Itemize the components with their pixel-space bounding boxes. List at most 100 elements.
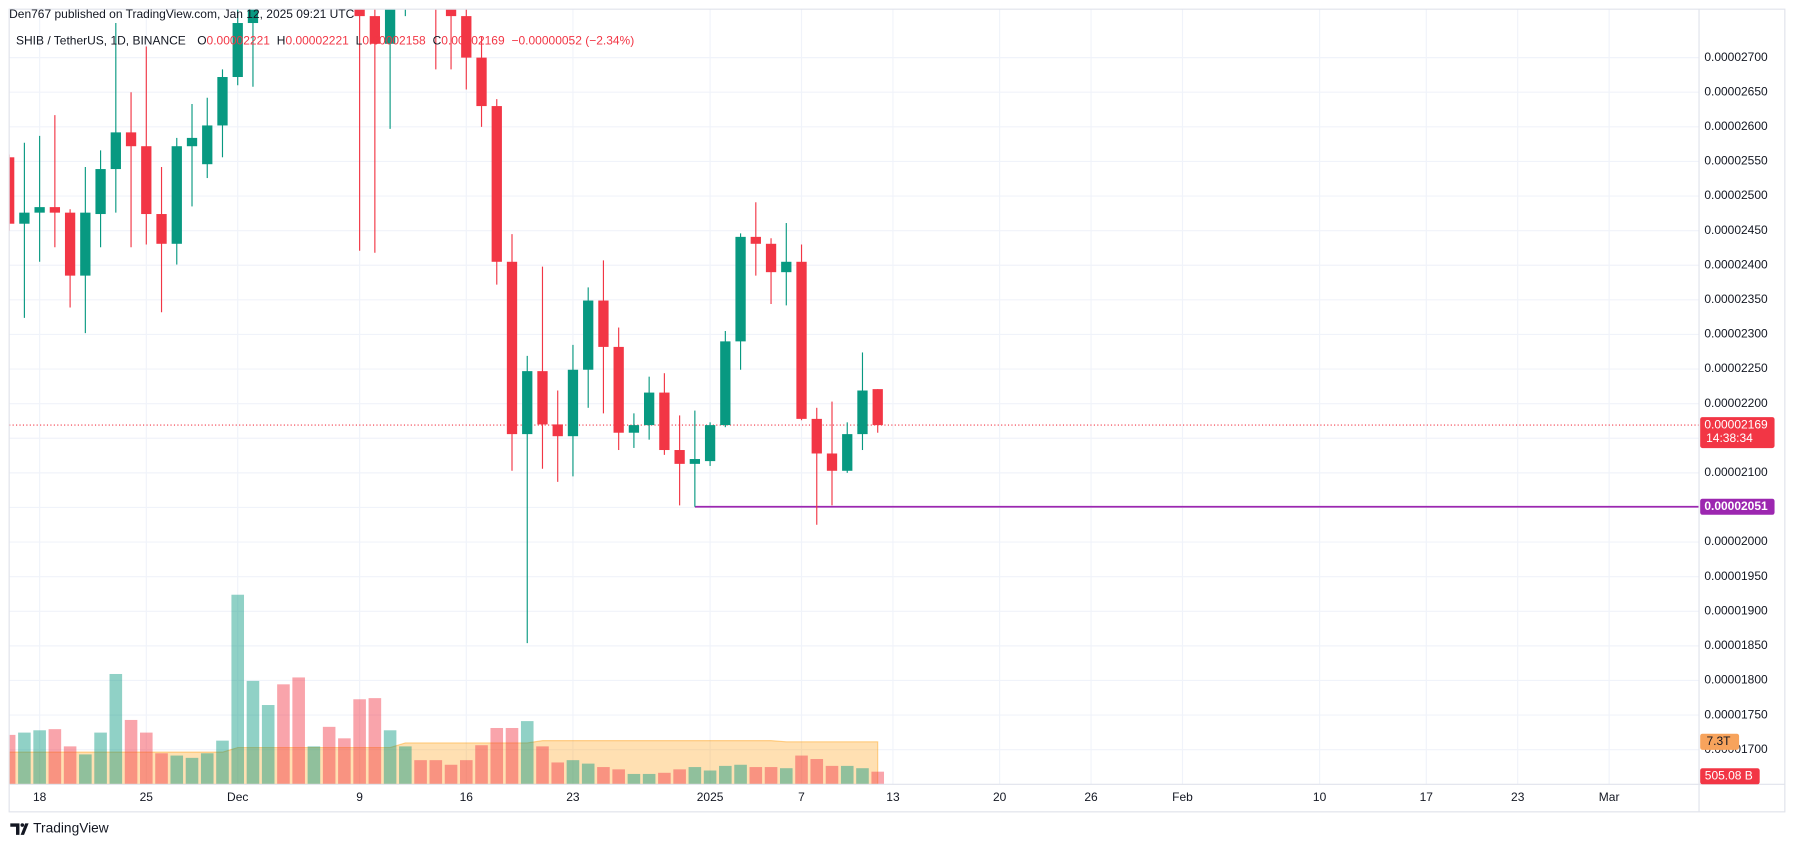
y-tick-label: 0.00001800 (1704, 673, 1768, 687)
volume-bar (810, 759, 824, 785)
candles (9, 9, 1700, 644)
x-tick-label: 23 (566, 790, 580, 804)
volume-bar (551, 762, 565, 785)
candle-body (537, 371, 548, 425)
volume-bar (48, 729, 62, 785)
volume-bar (429, 760, 443, 785)
volume-bar (856, 768, 869, 785)
legend-header: SHIB / TetherUS, 1D, BINANCE O0.00002221 H… (16, 33, 634, 47)
candle-body (476, 57, 487, 107)
volume-bar (261, 705, 275, 785)
volume-bar (353, 699, 366, 785)
volume-bar (795, 755, 808, 785)
x-tick-label: 16 (460, 790, 474, 804)
candle-body (872, 389, 883, 426)
volume-bar (200, 753, 214, 785)
candle-body (643, 392, 655, 426)
volume-bar (475, 745, 488, 785)
candle-body (735, 236, 746, 342)
x-tick-label: 26 (1084, 790, 1098, 804)
y-tick-label: 0.00002000 (1704, 534, 1768, 548)
y-tick-label: 0.00002450 (1704, 223, 1768, 237)
y-tick-label: 0.00002100 (1704, 465, 1768, 479)
volume-bar (658, 772, 671, 785)
y-tick-label: 0.00001750 (1704, 707, 1768, 721)
volume-bar (566, 760, 580, 785)
y-tick-label: 0.00002400 (1704, 257, 1768, 271)
y-tick-label: 0.00001950 (1704, 569, 1768, 583)
volume-bar (642, 773, 656, 785)
volume-bar (18, 732, 31, 785)
candle-body (842, 434, 853, 471)
y-tick-label: 0.00002250 (1704, 361, 1768, 375)
candle-body (674, 450, 685, 464)
candle-body (598, 300, 609, 347)
candle-body (522, 371, 533, 435)
volume-bar (277, 684, 290, 785)
candle-body (826, 453, 838, 471)
volume-bar (597, 767, 610, 785)
candle-body (64, 212, 76, 276)
y-tick-label: 0.00001900 (1704, 603, 1768, 617)
grid (9, 9, 1700, 785)
volume-ma-area (9, 740, 879, 785)
candle-body (9, 157, 15, 224)
volume-bar (444, 764, 458, 785)
candle-body (857, 390, 868, 435)
y-tick-label: 0.00002550 (1704, 154, 1768, 168)
volume-bar (703, 770, 717, 785)
candle-body (95, 169, 106, 215)
candle-body (141, 146, 152, 215)
volume-label: 505.08 B (1705, 768, 1753, 782)
candle-body (583, 300, 594, 370)
candle-body (19, 212, 30, 224)
volume-bar (825, 765, 839, 785)
volume-bar (490, 727, 504, 785)
volume-bar (231, 594, 245, 785)
volume-bar (764, 767, 778, 785)
candle-body (34, 207, 45, 213)
x-tick-label: 20 (993, 790, 1007, 804)
candle-body (796, 261, 807, 419)
candle-body (765, 243, 777, 273)
volume-bar (536, 746, 549, 785)
volume-bar (9, 734, 16, 785)
volume-bar (719, 765, 732, 785)
volume-bar (871, 771, 885, 785)
x-tick-label: 9 (356, 790, 363, 804)
y-tick-label: 0.00002700 (1704, 50, 1768, 64)
hline-badge (1700, 498, 1775, 515)
candle-body (171, 146, 182, 244)
volume-pane (9, 594, 885, 785)
candle-body (217, 77, 228, 126)
candle-body (750, 236, 761, 244)
candle-body (659, 392, 670, 451)
ohlc-value: 0.00002169 (441, 33, 505, 47)
attribution: Den767 published on TradingView.com, Jan… (9, 7, 354, 21)
volume-bar (612, 769, 625, 785)
candle-body (80, 212, 91, 276)
ohlc-value: 0.00002158 (362, 33, 426, 47)
candle-body (491, 106, 502, 262)
last-price-label: 0.00002169 (1704, 417, 1768, 431)
volume-bar (33, 730, 46, 785)
candle-body (628, 425, 640, 433)
x-tick-label: 23 (1511, 790, 1525, 804)
axes: 0.000017000.000017500.000018000.00001850… (8, 8, 1786, 813)
volume-bar (505, 727, 519, 785)
volume-bar (627, 773, 641, 785)
volume-bar (459, 760, 473, 785)
candle-body (445, 9, 457, 17)
candle-body (567, 369, 579, 437)
volume-bar (749, 767, 763, 785)
volume-bar (170, 755, 184, 785)
y-tick-label: 0.00002200 (1704, 396, 1768, 410)
change: −0.00000052 (−2.34%) (512, 33, 635, 47)
volume-bar (292, 677, 305, 785)
candle-body (369, 16, 381, 44)
volume-bar (307, 746, 321, 785)
y-tick-label: 0.00002300 (1704, 327, 1768, 341)
volume-badge (1700, 768, 1760, 785)
volume-bar (79, 754, 92, 785)
